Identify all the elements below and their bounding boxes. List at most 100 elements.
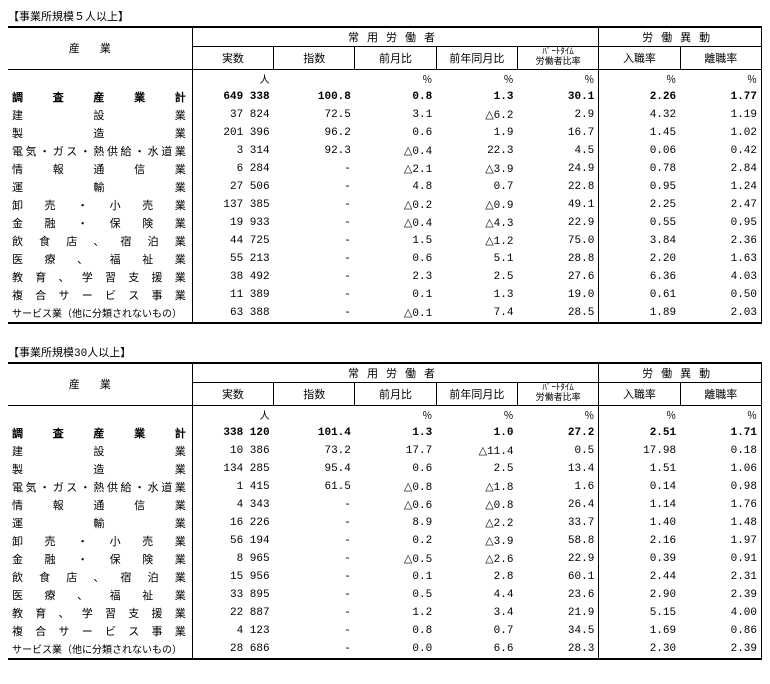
cell-value: 24.9 (517, 160, 598, 178)
cell-value: 101.4 (274, 424, 355, 442)
cell-value: 16 226 (192, 514, 273, 532)
cell-value: 1.71 (680, 424, 761, 442)
table-row: 情報通信業4 343-△0.6△0.826.41.141.76 (8, 496, 762, 514)
cell-value: 0.06 (599, 142, 680, 160)
cell-value: 0.78 (599, 160, 680, 178)
table-row: サービス業（他に分類されないもの）28 686-0.06.628.32.302.… (8, 640, 762, 659)
cell-value: 15 956 (192, 568, 273, 586)
cell-value: 1.5 (355, 232, 436, 250)
row-label: 教育、学習支援業 (8, 268, 192, 286)
cell-value: 0.6 (355, 124, 436, 142)
cell-value: 2.36 (680, 232, 761, 250)
cell-value: 0.95 (680, 214, 761, 232)
cell-value: 2.44 (599, 568, 680, 586)
col-header: 離職率 (680, 382, 761, 405)
cell-value: 0.7 (436, 178, 517, 196)
group-header-turnover: 労働異動 (599, 27, 762, 47)
row-label: 卸売・小売業 (8, 532, 192, 550)
cell-value: 3.1 (355, 106, 436, 124)
cell-value: 49.1 (517, 196, 598, 214)
cell-value: 61.5 (274, 478, 355, 496)
table-row: 運輸業27 506-4.80.722.80.951.24 (8, 178, 762, 196)
cell-value: 17.7 (355, 442, 436, 460)
cell-value: 1.63 (680, 250, 761, 268)
cell-value: 0.6 (355, 250, 436, 268)
cell-value: 1.69 (599, 622, 680, 640)
row-label: 建設業 (8, 442, 192, 460)
cell-value: 33 895 (192, 586, 273, 604)
cell-value: 6 284 (192, 160, 273, 178)
cell-value: 4.5 (517, 142, 598, 160)
cell-value: 2.26 (599, 88, 680, 106)
cell-value: △0.9 (436, 196, 517, 214)
cell-value: △0.8 (355, 478, 436, 496)
cell-value: △2.2 (436, 514, 517, 532)
unit-label: ％ (680, 69, 761, 88)
table-row: 運輸業16 226-8.9△2.233.71.401.48 (8, 514, 762, 532)
row-label: 金融・保険業 (8, 550, 192, 568)
cell-value: 1.3 (436, 88, 517, 106)
cell-value: △0.4 (355, 214, 436, 232)
cell-value: - (274, 568, 355, 586)
group-header-turnover: 労働異動 (599, 363, 762, 383)
cell-value: 63 388 (192, 304, 273, 323)
cell-value: 2.5 (436, 460, 517, 478)
cell-value: - (274, 232, 355, 250)
cell-value: 0.2 (355, 532, 436, 550)
cell-value: 4.03 (680, 268, 761, 286)
cell-value: 0.8 (355, 622, 436, 640)
cell-value: 28.3 (517, 640, 598, 659)
col-header-industry: 産業 (8, 27, 192, 69)
cell-value: 649 338 (192, 88, 273, 106)
col-header: 前年同月比 (436, 47, 517, 70)
cell-value: - (274, 514, 355, 532)
cell-value: 26.4 (517, 496, 598, 514)
cell-value: 1.77 (680, 88, 761, 106)
col-header: 離職率 (680, 47, 761, 70)
col-header: ﾊﾟｰﾄﾀｲﾑ労働者比率 (517, 382, 598, 405)
table-row: 建設業10 38673.217.7△11.40.517.980.18 (8, 442, 762, 460)
cell-value: 1.3 (355, 424, 436, 442)
row-label: 教育、学習支援業 (8, 604, 192, 622)
cell-value: △0.1 (355, 304, 436, 323)
unit-label: ％ (355, 405, 436, 424)
cell-value: 44 725 (192, 232, 273, 250)
cell-value: 2.25 (599, 196, 680, 214)
table-caption: 【事業所規模５人以上】 (8, 8, 762, 24)
cell-value: 13.4 (517, 460, 598, 478)
cell-value: 1.45 (599, 124, 680, 142)
cell-value: △3.9 (436, 160, 517, 178)
cell-value: 1.6 (517, 478, 598, 496)
row-label: 製造業 (8, 460, 192, 478)
cell-value: 27.2 (517, 424, 598, 442)
cell-value: 1.9 (436, 124, 517, 142)
cell-value: 16.7 (517, 124, 598, 142)
cell-value: 56 194 (192, 532, 273, 550)
cell-value: 0.8 (355, 88, 436, 106)
cell-value: 338 120 (192, 424, 273, 442)
cell-value: 0.61 (599, 286, 680, 304)
cell-value: 0.91 (680, 550, 761, 568)
unit-label: ％ (599, 405, 680, 424)
cell-value: 22.9 (517, 550, 598, 568)
cell-value: △1.8 (436, 478, 517, 496)
cell-value: 30.1 (517, 88, 598, 106)
row-label: 運輸業 (8, 514, 192, 532)
cell-value: 0.18 (680, 442, 761, 460)
cell-value: △3.9 (436, 532, 517, 550)
group-header-workers: 常用労働者 (192, 27, 599, 47)
table-row: 飲食店、宿泊業15 956-0.12.860.12.442.31 (8, 568, 762, 586)
cell-value: - (274, 496, 355, 514)
cell-value: 37 824 (192, 106, 273, 124)
row-label: 電気・ガス・熱供給・水道業 (8, 478, 192, 496)
cell-value: 19 933 (192, 214, 273, 232)
col-header: 入職率 (599, 382, 680, 405)
row-label: 製造業 (8, 124, 192, 142)
cell-value: 0.1 (355, 568, 436, 586)
unit-label: ％ (355, 69, 436, 88)
table-row: 飲食店、宿泊業44 725-1.5△1.275.03.842.36 (8, 232, 762, 250)
unit-label: ％ (436, 405, 517, 424)
row-label: 情報通信業 (8, 496, 192, 514)
table-row: 教育、学習支援業38 492-2.32.527.66.364.03 (8, 268, 762, 286)
cell-value: 2.39 (680, 640, 761, 659)
